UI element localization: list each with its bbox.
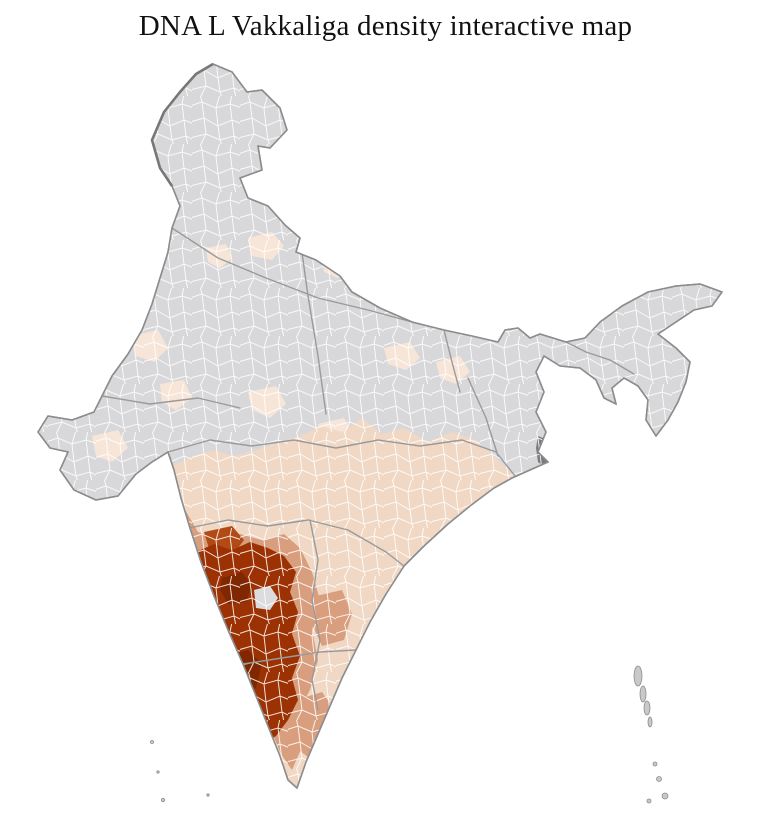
page-title: DNA L Vakkaliga density interactive map — [138, 10, 633, 42]
lakshadweep-islands[interactable] — [150, 740, 210, 803]
district-boundaries-texture — [38, 64, 722, 788]
kashmir-border — [150, 62, 214, 187]
state-borders — [101, 227, 635, 711]
india-outline — [37, 63, 723, 789]
andaman-nicobar-islands[interactable] — [633, 665, 669, 804]
